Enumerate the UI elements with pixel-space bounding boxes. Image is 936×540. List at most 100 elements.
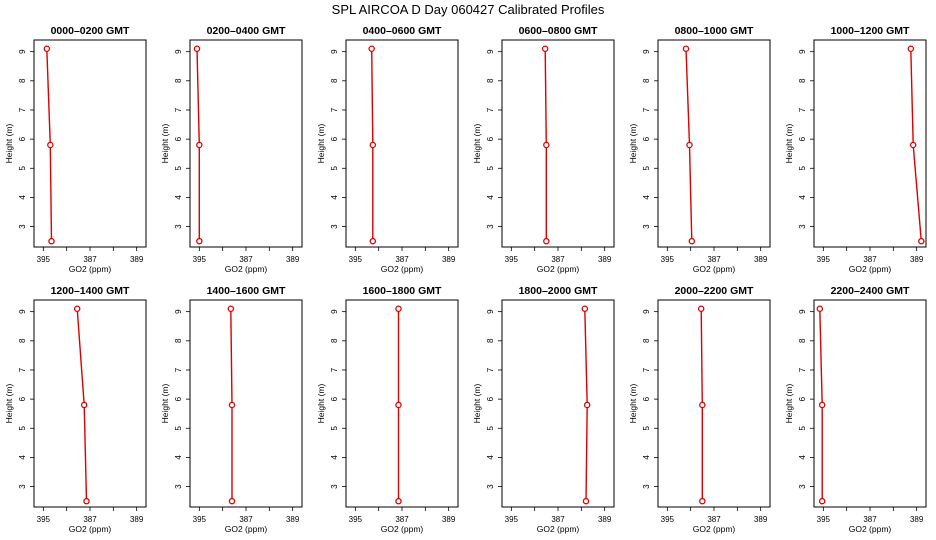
x-tick-label: 387 <box>863 255 877 264</box>
panel-title: 0000–0200 GMT <box>51 25 130 37</box>
x-tick-label: 395 <box>193 515 207 524</box>
data-point <box>581 305 589 312</box>
y-tick-label: 6 <box>174 396 183 401</box>
data-point <box>43 45 51 52</box>
y-tick-label: 6 <box>798 136 807 141</box>
y-tick-label: 8 <box>798 78 807 83</box>
y-tick-label: 7 <box>486 107 495 112</box>
x-tick-label: 395 <box>817 255 831 264</box>
y-tick-label: 5 <box>18 426 27 431</box>
x-tick-label: 395 <box>37 255 51 264</box>
plot-frame <box>189 299 303 508</box>
y-tick-label: 5 <box>330 166 339 171</box>
data-point <box>395 401 402 409</box>
y-tick-label: 3 <box>642 484 651 489</box>
data-point <box>583 401 591 409</box>
y-axis-label: Height (m) <box>784 384 794 424</box>
data-point <box>395 497 402 505</box>
panel-title: 0400–0600 GMT <box>363 25 442 37</box>
y-tick-label: 3 <box>18 224 27 229</box>
y-tick-label: 9 <box>486 309 495 314</box>
x-tick-label: 389 <box>286 255 300 264</box>
data-point <box>541 45 549 52</box>
y-tick-label: 9 <box>174 309 183 314</box>
data-point <box>682 45 690 52</box>
data-point <box>818 497 826 505</box>
x-tick-label: 389 <box>442 255 456 264</box>
x-axis-label: GO2 (ppm) <box>225 264 268 274</box>
y-tick-label: 9 <box>798 309 807 314</box>
x-axis-label: GO2 (ppm) <box>69 524 112 534</box>
data-point <box>699 401 706 409</box>
x-tick-label: 395 <box>661 515 675 524</box>
y-tick-label: 9 <box>18 49 27 54</box>
y-tick-label: 8 <box>18 338 27 343</box>
y-tick-label: 6 <box>642 396 651 401</box>
x-tick-label: 389 <box>286 515 300 524</box>
y-axis-label: Height (m) <box>4 384 14 424</box>
data-point <box>543 141 550 149</box>
x-tick-label: 389 <box>442 515 456 524</box>
data-point <box>83 497 90 505</box>
y-tick-label: 3 <box>798 484 807 489</box>
data-point <box>196 237 203 245</box>
panel-title: 1200–1400 GMT <box>51 285 130 297</box>
y-tick-label: 5 <box>330 426 339 431</box>
x-axis-label: GO2 (ppm) <box>225 524 268 534</box>
x-tick-label: 395 <box>37 515 51 524</box>
y-tick-label: 7 <box>18 107 27 112</box>
data-point <box>697 305 705 312</box>
x-tick-label: 395 <box>349 255 363 264</box>
plot-frame <box>501 39 615 248</box>
y-tick-label: 9 <box>798 49 807 54</box>
x-tick-label: 387 <box>707 515 721 524</box>
x-tick-label: 389 <box>598 255 612 264</box>
y-tick-label: 4 <box>798 195 807 200</box>
x-tick-label: 387 <box>551 515 565 524</box>
data-point <box>816 305 824 312</box>
y-axis-label: Height (m) <box>472 124 482 164</box>
y-tick-label: 3 <box>486 484 495 489</box>
data-point <box>80 401 88 409</box>
y-tick-label: 6 <box>486 136 495 141</box>
y-axis-label: Height (m) <box>628 384 638 424</box>
y-tick-label: 3 <box>18 484 27 489</box>
y-tick-label: 6 <box>330 136 339 141</box>
plot-frame <box>657 39 771 248</box>
x-tick-label: 395 <box>505 515 519 524</box>
y-tick-label: 8 <box>642 78 651 83</box>
panel-title: 1600–1800 GMT <box>363 285 442 297</box>
y-tick-label: 3 <box>486 224 495 229</box>
plot-frame <box>813 39 927 248</box>
x-tick-label: 387 <box>551 255 565 264</box>
figure-title: SPL AIRCOA D Day 060427 Calibrated Profi… <box>332 2 605 17</box>
panel-title: 1800–2000 GMT <box>519 285 598 297</box>
y-tick-label: 9 <box>330 49 339 54</box>
x-tick-label: 395 <box>193 255 207 264</box>
y-axis-label: Height (m) <box>784 124 794 164</box>
y-tick-label: 7 <box>642 367 651 372</box>
y-tick-label: 6 <box>174 136 183 141</box>
x-tick-label: 389 <box>910 515 924 524</box>
x-axis-label: GO2 (ppm) <box>69 264 112 274</box>
y-tick-label: 3 <box>330 484 339 489</box>
y-tick-label: 7 <box>174 107 183 112</box>
x-tick-label: 389 <box>130 515 144 524</box>
panel-title: 0200–0400 GMT <box>207 25 286 37</box>
data-point <box>543 237 550 245</box>
panel-title: 2000–2200 GMT <box>675 285 754 297</box>
y-tick-label: 8 <box>486 78 495 83</box>
x-tick-label: 387 <box>83 515 97 524</box>
y-tick-label: 6 <box>642 136 651 141</box>
x-tick-label: 389 <box>754 255 768 264</box>
y-tick-label: 4 <box>798 455 807 460</box>
x-tick-label: 387 <box>863 515 877 524</box>
data-point <box>909 141 917 149</box>
x-tick-label: 395 <box>505 255 519 264</box>
y-tick-label: 3 <box>330 224 339 229</box>
y-tick-label: 6 <box>798 396 807 401</box>
y-tick-label: 4 <box>18 455 27 460</box>
y-tick-label: 6 <box>330 396 339 401</box>
panel-title: 1400–1600 GMT <box>207 285 286 297</box>
